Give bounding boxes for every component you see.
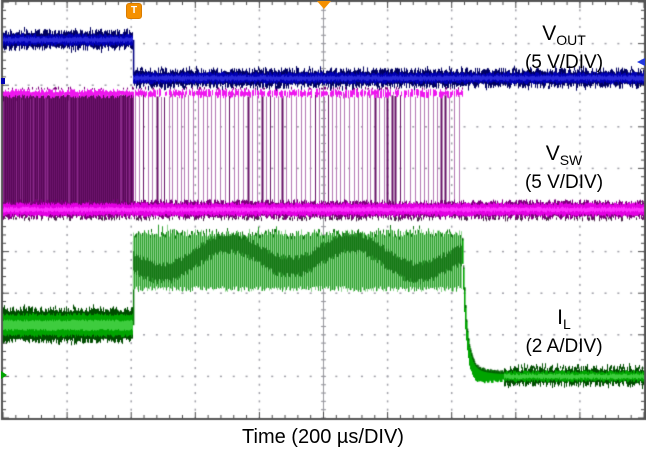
vout-scale-text: (5 V/DIV) — [524, 52, 604, 74]
trace-label-vout: VOUT (5 V/DIV) — [498, 22, 630, 74]
trigger-marker-icon: T — [126, 3, 143, 19]
il-edge-tick-icon — [1, 371, 7, 380]
center-time-marker-icon — [316, 1, 331, 9]
vout-edge-tick-icon — [1, 78, 5, 85]
il-signal-name: IL — [557, 306, 571, 333]
vsw-scale-text: (5 V/DIV) — [524, 172, 604, 194]
vout-level-arrow-icon — [637, 58, 645, 67]
trigger-glyph: T — [131, 5, 138, 16]
time-axis-label: Time (200 µs/DIV) — [242, 426, 404, 448]
vout-signal-name: VOUT — [542, 22, 586, 49]
il-scale-text: (2 A/DIV) — [525, 336, 603, 358]
trace-label-vsw: VSW (5 V/DIV) — [498, 142, 630, 194]
trace-label-il: IL (2 A/DIV) — [498, 306, 630, 358]
vsw-signal-name: VSW — [545, 142, 583, 169]
